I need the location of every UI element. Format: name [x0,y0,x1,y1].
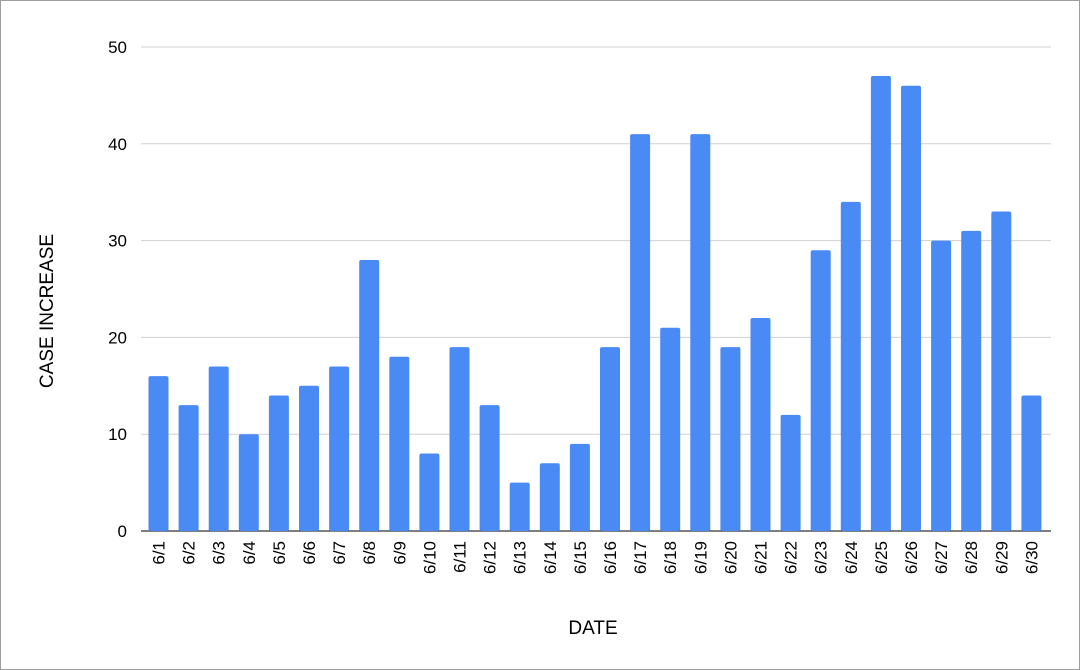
bar [178,405,199,531]
bar [509,482,530,531]
bar [268,395,289,531]
x-tick-label: 6/20 [721,541,740,574]
bar [299,385,319,531]
bar [208,366,229,531]
bar [600,347,620,531]
bar [750,318,771,531]
x-tick-label: 6/27 [932,541,951,574]
x-tick-label: 6/14 [541,541,560,574]
x-tick-label: 6/21 [752,541,771,574]
bar [870,76,891,531]
bar [449,347,470,531]
bar [991,211,1012,531]
bar [148,376,169,531]
x-tick-label: 6/5 [270,541,289,565]
x-tick-label: 6/6 [300,541,319,565]
bar [810,250,831,531]
x-tick-label: 6/2 [180,541,199,565]
bar [780,414,801,531]
x-tick-label: 6/15 [571,541,590,574]
x-tick-label: 6/12 [481,541,500,574]
gridlines [141,46,1051,532]
x-tick-label: 6/9 [390,541,409,565]
x-tick-label: 6/17 [631,541,650,574]
x-tick-label: 6/22 [782,541,801,574]
x-tick-labels: 6/1 6/2 6/3 6/4 6/5 6/6 6/7 6/8 6/9 6/10 6/11 6/12 6… [150,541,1042,574]
bar [720,347,741,531]
x-tick-label: 6/24 [842,541,861,574]
x-tick-label: 6/19 [691,541,710,574]
x-tick-label: 6/16 [601,541,620,574]
y-tick-labels: 0 10 20 30 40 50 [108,38,127,541]
bar [238,434,259,531]
x-tick-label: 6/28 [962,541,981,574]
x-tick-label: 6/10 [420,541,439,574]
bar [840,201,861,531]
bar [1021,395,1042,531]
x-tick-label: 6/29 [992,541,1011,574]
bar [329,366,350,531]
bar [389,356,410,531]
y-tick-label: 0 [118,522,127,541]
x-tick-label: 6/7 [330,541,349,565]
x-axis-title: DATE [568,618,617,639]
bar [569,443,590,531]
x-tick-label: 6/18 [661,541,680,574]
bar [419,453,440,531]
x-tick-label: 6/30 [1022,541,1041,574]
x-tick-label: 6/1 [150,541,169,565]
y-tick-label: 40 [108,135,127,154]
bar [931,240,952,531]
bar [961,230,982,532]
y-tick-label: 50 [108,38,127,57]
x-tick-label: 6/3 [210,541,229,565]
bar [690,134,711,531]
x-tick-label: 6/4 [240,541,259,565]
bars [148,76,1042,532]
bar [630,134,651,531]
bar [479,405,500,531]
bar [539,463,560,531]
x-tick-label: 6/25 [872,541,891,574]
y-axis-title: CASE INCREASE [37,234,58,388]
y-tick-label: 20 [108,328,127,347]
bar [660,327,681,531]
x-tick-label: 6/23 [812,541,831,574]
x-tick-label: 6/26 [902,541,921,574]
bar [901,85,921,531]
x-tick-label: 6/8 [360,541,379,565]
bar [359,259,380,531]
y-tick-label: 10 [108,425,127,444]
x-tick-label: 6/13 [511,541,530,574]
y-tick-label: 30 [108,232,127,251]
x-tick-label: 6/11 [451,541,470,573]
